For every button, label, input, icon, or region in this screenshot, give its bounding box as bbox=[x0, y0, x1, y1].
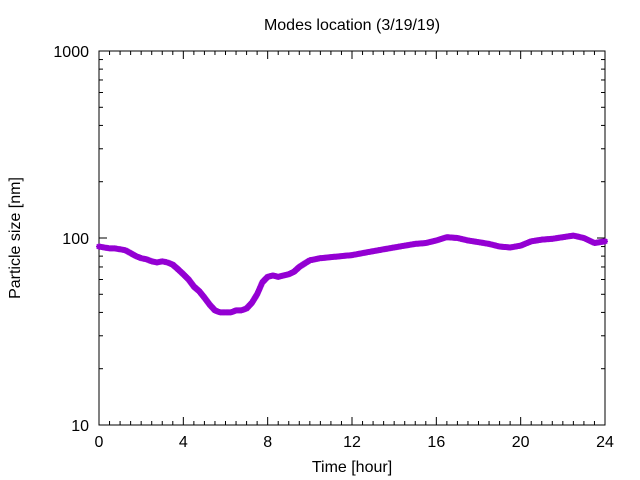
chart-title: Modes location (3/19/19) bbox=[264, 17, 440, 34]
y-tick-label: 100 bbox=[62, 231, 89, 248]
x-tick-label: 8 bbox=[263, 434, 272, 451]
x-tick-label: 24 bbox=[596, 434, 614, 451]
x-tick-label: 16 bbox=[427, 434, 445, 451]
x-tick-label: 4 bbox=[179, 434, 188, 451]
x-tick-label: 20 bbox=[512, 434, 530, 451]
y-axis: 10 100 1000 bbox=[53, 44, 605, 435]
data-series bbox=[96, 232, 608, 316]
y-axis-label: Particle size [nm] bbox=[7, 177, 24, 299]
x-tick-label: 12 bbox=[343, 434, 361, 451]
x-axis: 0 4 8 12 16 20 24 bbox=[95, 51, 614, 451]
data-point bbox=[602, 238, 608, 245]
plot-frame bbox=[98, 50, 606, 426]
y-tick-label: 1000 bbox=[53, 44, 89, 61]
y-tick-label: 10 bbox=[71, 418, 89, 435]
x-tick-label: 0 bbox=[95, 434, 104, 451]
x-axis-label: Time [hour] bbox=[312, 459, 392, 476]
